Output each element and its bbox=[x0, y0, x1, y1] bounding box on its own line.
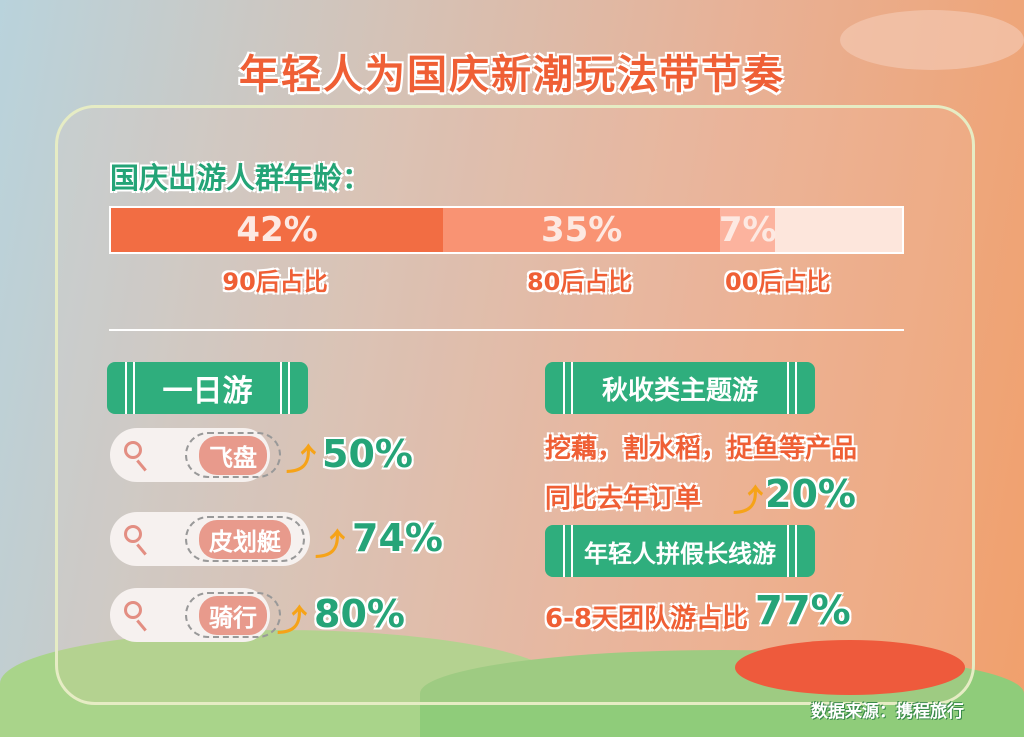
divider bbox=[109, 329, 904, 331]
long-trip-label: 6-8天团队游占比 bbox=[545, 604, 748, 634]
activity-tag: 飞盘 bbox=[185, 432, 281, 478]
day-trip-heading: 一日游 bbox=[107, 362, 308, 414]
bar-segment: 7% bbox=[718, 208, 777, 252]
harvest-heading-text: 秋收类主题游 bbox=[601, 375, 758, 406]
harvest-heading: 秋收类主题游 bbox=[545, 362, 815, 414]
up-arrow-icon: ⤴ bbox=[286, 443, 316, 478]
up-arrow-icon: ⤴ bbox=[315, 528, 345, 563]
activity-tag-text: 皮划艇 bbox=[199, 519, 291, 559]
activity-item: 飞盘 bbox=[110, 428, 281, 482]
activity-tag-text: 飞盘 bbox=[199, 435, 267, 475]
age-stacked-bar: 42% 35% 7% bbox=[109, 206, 904, 254]
bar-value-label: 35% bbox=[540, 210, 623, 250]
magnifier-icon bbox=[124, 601, 142, 619]
harvest-change: 20% bbox=[765, 472, 856, 516]
bar-category-label: 00后占比 bbox=[725, 268, 831, 296]
up-arrow-icon: ⤴ bbox=[733, 484, 763, 519]
activity-tag: 骑行 bbox=[185, 592, 281, 638]
activity-change: 74% bbox=[352, 516, 443, 560]
magnifier-icon bbox=[124, 525, 142, 543]
up-arrow-icon: ⤴ bbox=[277, 604, 307, 639]
age-heading: 国庆出游人群年龄： bbox=[110, 161, 372, 195]
day-trip-heading-text: 一日游 bbox=[162, 374, 253, 409]
long-trip-value: 77% bbox=[755, 588, 851, 634]
bar-segment: 35% bbox=[443, 208, 721, 252]
page-title: 年轻人为国庆新潮玩法带节奏 bbox=[239, 52, 785, 98]
kayak-illustration bbox=[735, 640, 965, 695]
harvest-orders-label: 同比去年订单 bbox=[545, 484, 702, 514]
bar-category-label: 80后占比 bbox=[526, 268, 633, 296]
bar-value-label: 7% bbox=[718, 210, 777, 250]
bar-segment: 42% bbox=[111, 208, 444, 252]
cloud bbox=[840, 10, 1024, 70]
harvest-products: 挖藕，割水稻，捉鱼等产品 bbox=[545, 434, 858, 464]
magnifier-icon bbox=[124, 441, 142, 459]
activity-tag-text: 骑行 bbox=[199, 595, 267, 635]
bar-value-label: 42% bbox=[236, 210, 318, 250]
data-source: 数据来源：携程旅行 bbox=[811, 702, 964, 722]
long-trip-heading-text: 年轻人拼假长线游 bbox=[584, 539, 776, 568]
activity-change: 80% bbox=[314, 592, 405, 636]
long-trip-heading: 年轻人拼假长线游 bbox=[545, 525, 815, 577]
bar-category-label: 90后占比 bbox=[222, 268, 328, 296]
activity-change: 50% bbox=[322, 432, 413, 476]
activity-item: 皮划艇 bbox=[110, 512, 310, 566]
activity-tag: 皮划艇 bbox=[185, 516, 305, 562]
activity-item: 骑行 bbox=[110, 588, 281, 642]
